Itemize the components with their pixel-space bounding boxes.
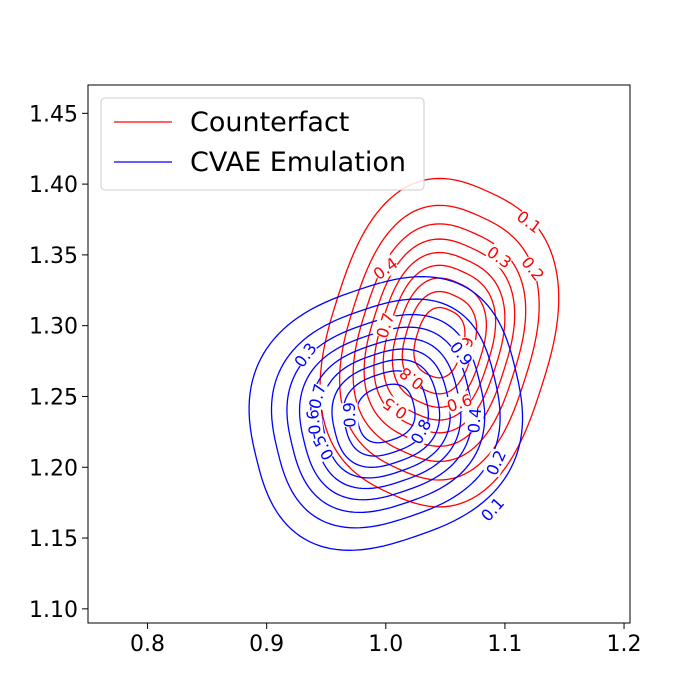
- y-tick-label: 1.35: [29, 244, 78, 269]
- cvae-emulation-contour-0-3: [286, 313, 486, 514]
- cvae-emulation-contour-0-5: [310, 337, 462, 490]
- svg-text:0.4: 0.4: [464, 407, 485, 434]
- x-axis: 0.8 0.9 1.0 1.1 1.2: [130, 623, 642, 657]
- legend-label-counterfact: Counterfact: [190, 107, 349, 138]
- x-tick-label: 0.8: [130, 632, 165, 657]
- cvae-emulation-contour-0-1: [248, 275, 524, 551]
- contour-lines: [248, 177, 560, 551]
- svg-text:0.9: 0.9: [340, 402, 360, 428]
- cvae-emulation-contour-0-2: [270, 298, 501, 529]
- counterfact-contour-0-3: [352, 223, 527, 463]
- counterfact-contour-0-6: [382, 264, 497, 421]
- y-tick-label: 1.25: [29, 385, 78, 410]
- y-tick-label: 1.15: [29, 527, 78, 552]
- legend-box: [100, 97, 425, 191]
- cvae-emulation-contour-label: 0.4: [464, 407, 485, 434]
- cvae-emulation-contour-0-4: [298, 326, 473, 501]
- counterfact-contour-0-2: [338, 204, 540, 481]
- legend-label-cvae-emulation: CVAE Emulation: [190, 147, 406, 178]
- counterfact-contour-0-1: [319, 177, 560, 508]
- x-tick-label: 1.0: [368, 632, 403, 657]
- y-tick-label: 1.45: [29, 102, 78, 127]
- x-tick-label: 1.1: [487, 632, 522, 657]
- cvae-emulation-contour-label: 0.9: [340, 402, 360, 428]
- svg-text:0.6: 0.6: [303, 408, 325, 436]
- counterfact-contour-0-7: [391, 277, 488, 408]
- x-tick-label: 1.2: [607, 632, 642, 657]
- x-tick-label: 0.9: [249, 632, 284, 657]
- y-tick-label: 1.10: [29, 598, 78, 623]
- y-tick-label: 1.40: [29, 173, 78, 198]
- cvae-emulation-contour-label: 0.6: [303, 408, 325, 436]
- legend: Counterfact CVAE Emulation: [100, 97, 425, 191]
- cvae-emulation-contour-0-7: [331, 358, 441, 468]
- counterfact-contour-0-8: [401, 290, 478, 395]
- y-tick-label: 1.20: [29, 456, 78, 481]
- y-axis: 1.10 1.15 1.20 1.25 1.30 1.35 1.40 1.45: [29, 102, 88, 623]
- y-tick-label: 1.30: [29, 315, 78, 340]
